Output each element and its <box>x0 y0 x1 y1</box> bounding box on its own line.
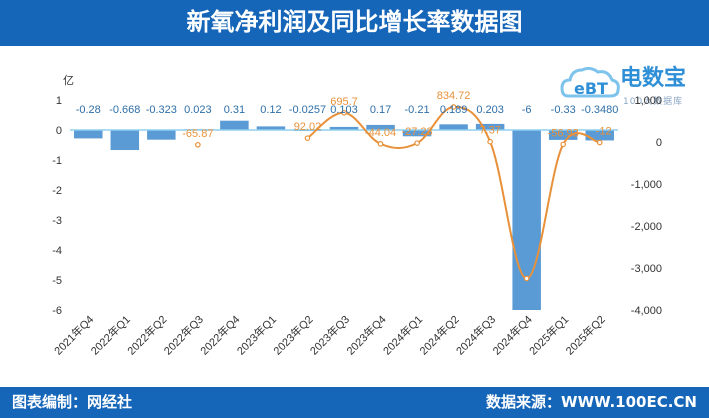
left-tick-label: -2 <box>52 185 62 197</box>
right-tick-label: -1,000 <box>631 179 662 191</box>
line-point <box>304 135 311 141</box>
x-axis: 2021年Q42022年Q12022年Q22022年Q32022年Q42023年… <box>51 312 608 357</box>
left-tick-label: -5 <box>52 275 62 287</box>
left-axis-unit: 亿 <box>63 74 74 87</box>
bar <box>512 130 541 310</box>
right-tick-label: -4,000 <box>631 305 662 317</box>
line-point <box>523 275 530 282</box>
left-axis: 1 0 -1 -2 -3 -4 -5 -6 <box>52 95 62 317</box>
line-value-label: -44.04 <box>365 127 396 139</box>
bar-value-label: 0.203 <box>476 104 504 116</box>
line-value-label: 7.37 <box>479 125 500 137</box>
line-series <box>195 104 603 282</box>
bar <box>220 120 249 130</box>
bar <box>548 130 578 140</box>
line-data-labels: -65.87 92.02 695.7 -44.04 -27.23 834.72 7.37 -5… <box>182 90 611 140</box>
bar <box>475 123 505 130</box>
line-point <box>596 139 603 146</box>
bar-value-label: -0.0257 <box>289 104 326 116</box>
chart-area: 亿 1 0 -1 -2 -3 -4 -5 -6 1,000 0 -1,000 -2,000 -3,00… <box>51 74 662 358</box>
left-tick-label: -1 <box>52 155 62 167</box>
line-value-label: -12 <box>596 126 612 138</box>
bar <box>256 126 286 130</box>
left-tick-label: -3 <box>52 215 62 227</box>
bar-value-label: -0.28 <box>76 104 101 116</box>
bar-value-label: 0.023 <box>184 104 212 116</box>
bar-value-label: -0.33 <box>551 104 576 116</box>
x-tick-label: 2025年Q2 <box>562 312 607 357</box>
bar <box>402 130 432 137</box>
line-point <box>341 109 347 116</box>
footer-bar: 图表编制：网经社 数据来源：WWW.100EC.CN <box>0 387 709 418</box>
right-axis: 1,000 0 -1,000 -2,000 -3,000 -4,000 <box>631 95 662 317</box>
line-value-label: -56.93 <box>548 127 579 139</box>
bar-value-label: 0.31 <box>224 104 245 116</box>
footer-credit: 图表编制：网经社 <box>12 393 133 411</box>
bar-value-label: 0.189 <box>440 104 468 116</box>
line-point <box>560 141 567 148</box>
footer-source: 数据来源：WWW.100EC.CN <box>486 393 697 411</box>
chart-title: 新氧净利润及同比增长率数据图 <box>186 8 523 36</box>
bar-value-label: -0.668 <box>109 104 140 116</box>
left-tick-label: -6 <box>52 305 62 317</box>
right-tick-label: 0 <box>656 137 662 149</box>
line-value-label: 834.72 <box>437 90 471 102</box>
logo-subtitle: 100大数据库 <box>623 97 684 107</box>
bar-data-labels: -0.28 -0.668 -0.323 0.023 0.31 0.12 -0.0257 0.1… <box>76 104 619 116</box>
line-value-label: 92.02 <box>294 121 322 133</box>
line-point <box>450 104 457 110</box>
line-point <box>414 140 420 146</box>
left-tick-label: 1 <box>56 95 62 107</box>
left-tick-label: 0 <box>56 125 62 137</box>
bar-series <box>74 120 614 310</box>
line-point <box>195 141 201 148</box>
left-tick-label: -4 <box>52 245 62 257</box>
header-bar: 新氧净利润及同比增长率数据图 <box>0 0 709 46</box>
right-tick-label: -3,000 <box>631 263 662 275</box>
line-value-label: -27.23 <box>401 126 432 138</box>
bar-value-label: 0.17 <box>370 104 391 116</box>
right-tick-label: -2,000 <box>631 221 662 233</box>
right-tick-label: 1,000 <box>634 95 662 107</box>
bar <box>366 124 395 130</box>
line-value-label: -65.87 <box>182 128 213 140</box>
line-value-label: 695.7 <box>330 96 358 108</box>
growth-line <box>306 105 600 280</box>
bar <box>329 126 359 130</box>
bar <box>439 124 468 130</box>
bar <box>585 130 614 141</box>
bar <box>147 130 176 140</box>
bar-value-label: 0.12 <box>260 104 281 116</box>
bar-value-label: -0.3480 <box>581 104 618 116</box>
bar <box>110 130 140 151</box>
bar <box>74 130 103 139</box>
bar-value-label: -0.21 <box>405 104 430 116</box>
cloud-logo-icon: eBT <box>560 66 620 98</box>
line-point <box>487 138 493 145</box>
bar-value-label: -6 <box>522 104 532 116</box>
bar-value-label: -0.323 <box>146 104 177 116</box>
logo-name: 电数宝 <box>620 66 687 91</box>
bar-value-label: 0.103 <box>330 104 358 116</box>
svg-text:eBT: eBT <box>574 79 608 98</box>
line-point <box>377 141 384 147</box>
